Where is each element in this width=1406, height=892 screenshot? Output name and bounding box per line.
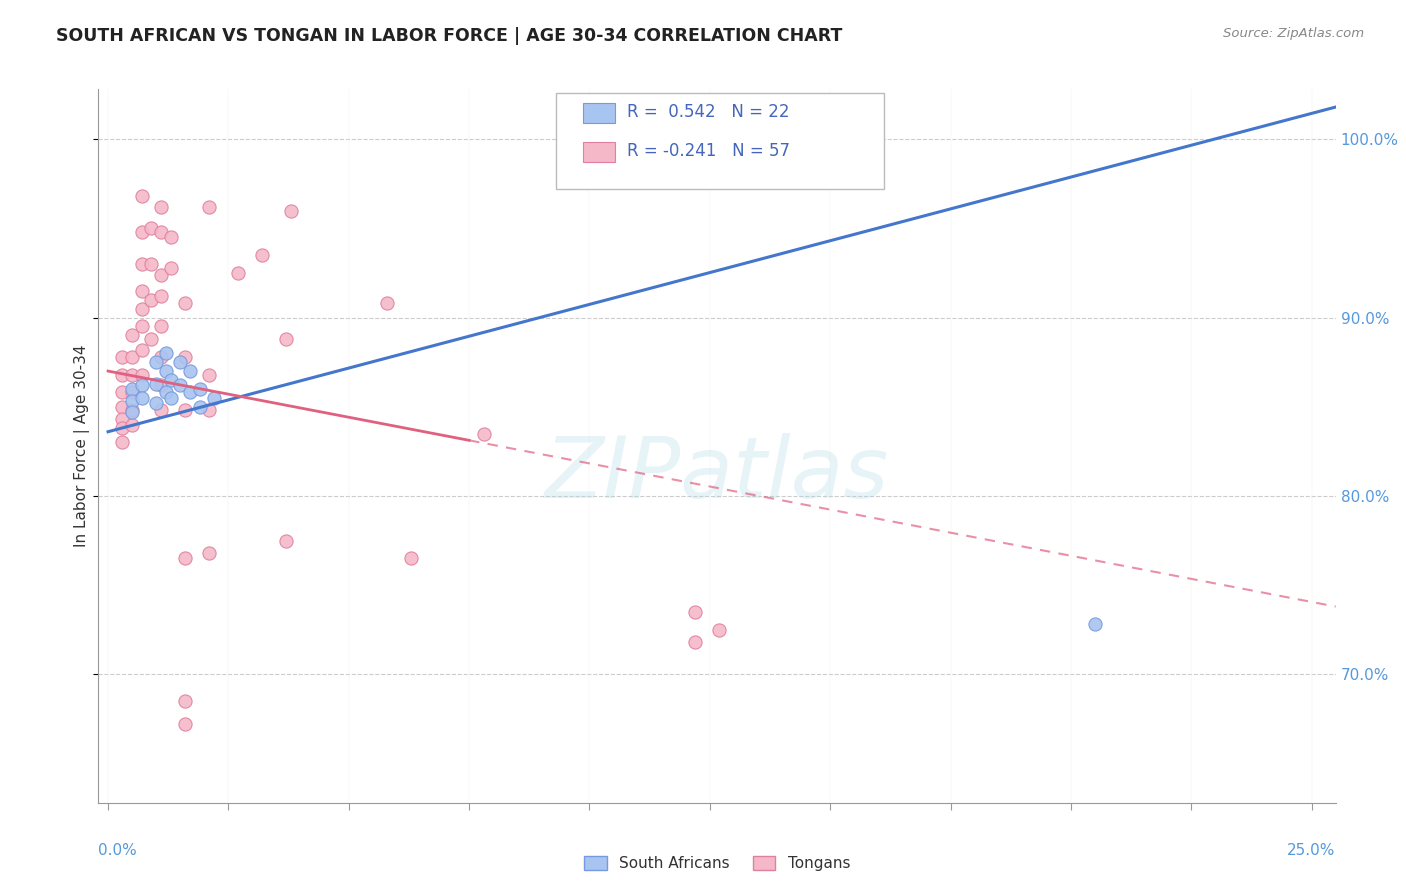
Point: [121, 350, 143, 364]
Point: [174, 717, 197, 731]
Point: [131, 343, 153, 357]
Point: [169, 378, 191, 392]
Point: [131, 225, 153, 239]
Point: [141, 293, 163, 307]
Text: 0.0%: 0.0%: [98, 843, 138, 858]
Point: [131, 368, 153, 382]
Point: [131, 391, 153, 405]
Point: [472, 426, 495, 441]
Point: [250, 248, 273, 262]
Point: [111, 435, 134, 450]
Point: [179, 364, 201, 378]
Text: R = -0.241   N = 57: R = -0.241 N = 57: [627, 142, 790, 160]
Point: [188, 382, 211, 396]
Point: [174, 350, 197, 364]
Point: [226, 266, 249, 280]
Point: [155, 385, 177, 400]
Point: [198, 200, 221, 214]
Point: [141, 221, 163, 235]
Point: [150, 225, 173, 239]
Point: [198, 403, 221, 417]
Point: [121, 385, 143, 400]
Point: [159, 230, 181, 244]
Point: [276, 332, 298, 346]
Point: [401, 551, 423, 566]
Text: Source: ZipAtlas.com: Source: ZipAtlas.com: [1223, 27, 1364, 40]
Point: [111, 400, 134, 414]
Point: [121, 405, 143, 419]
Point: [121, 328, 143, 343]
Y-axis label: In Labor Force | Age 30-34: In Labor Force | Age 30-34: [75, 344, 90, 548]
Point: [188, 400, 211, 414]
Point: [174, 694, 197, 708]
Point: [174, 551, 197, 566]
Point: [111, 412, 134, 426]
Point: [169, 355, 191, 369]
Point: [141, 332, 163, 346]
Point: [685, 605, 707, 619]
Point: [150, 268, 173, 282]
Text: 25.0%: 25.0%: [1288, 843, 1336, 858]
Text: ZIPatlas: ZIPatlas: [546, 433, 889, 516]
Legend: South Africans, Tongans: South Africans, Tongans: [578, 850, 856, 877]
Point: [121, 394, 143, 409]
Point: [150, 200, 173, 214]
Text: R =  0.542   N = 22: R = 0.542 N = 22: [627, 103, 790, 120]
Point: [155, 346, 177, 360]
Point: [1084, 617, 1107, 632]
Point: [276, 533, 298, 548]
Point: [131, 284, 153, 298]
Point: [141, 257, 163, 271]
Text: SOUTH AFRICAN VS TONGAN IN LABOR FORCE | AGE 30-34 CORRELATION CHART: SOUTH AFRICAN VS TONGAN IN LABOR FORCE |…: [56, 27, 842, 45]
Point: [111, 368, 134, 382]
Point: [709, 623, 731, 637]
Point: [111, 350, 134, 364]
FancyBboxPatch shape: [557, 93, 884, 189]
Point: [145, 355, 167, 369]
Point: [121, 368, 143, 382]
Point: [198, 368, 221, 382]
Point: [131, 189, 153, 203]
Point: [111, 385, 134, 400]
Point: [685, 635, 707, 649]
Point: [145, 396, 167, 410]
Point: [131, 257, 153, 271]
Point: [150, 403, 173, 417]
Point: [159, 373, 181, 387]
Point: [145, 376, 167, 391]
Point: [150, 319, 173, 334]
Point: [174, 403, 197, 417]
Point: [111, 421, 134, 435]
Point: [131, 319, 153, 334]
Point: [131, 301, 153, 316]
Point: [174, 296, 197, 310]
Point: [159, 260, 181, 275]
Point: [121, 417, 143, 432]
Point: [150, 289, 173, 303]
Point: [375, 296, 398, 310]
Point: [155, 364, 177, 378]
Point: [280, 203, 302, 218]
Point: [159, 391, 181, 405]
Point: [150, 350, 173, 364]
Point: [150, 378, 173, 392]
FancyBboxPatch shape: [583, 142, 614, 162]
FancyBboxPatch shape: [583, 103, 614, 123]
Point: [198, 546, 221, 560]
Point: [202, 391, 225, 405]
Point: [121, 382, 143, 396]
Point: [651, 123, 673, 137]
Point: [179, 385, 201, 400]
Point: [131, 378, 153, 392]
Point: [121, 403, 143, 417]
